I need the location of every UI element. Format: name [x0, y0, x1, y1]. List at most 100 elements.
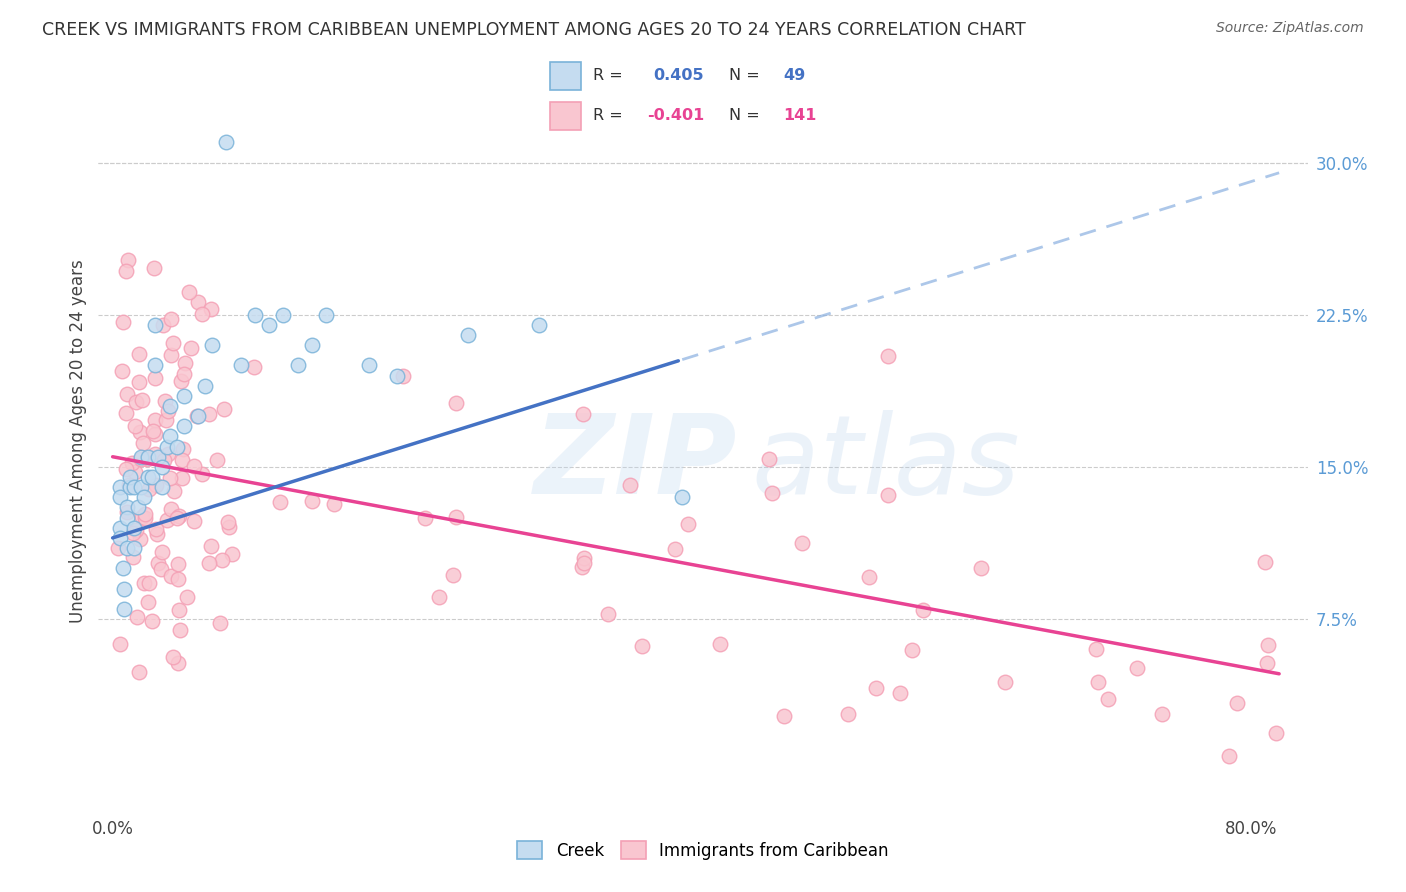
Point: [177, 285, 200, 300]
Point: [107, 541, 129, 555]
Point: [124, 465, 146, 479]
Point: [111, 314, 134, 328]
Point: [132, 436, 155, 450]
Point: [301, 494, 323, 508]
Point: [877, 488, 900, 502]
Point: [166, 510, 188, 524]
Point: [143, 318, 166, 332]
Point: [157, 447, 180, 461]
Point: [172, 442, 194, 456]
Point: [166, 440, 188, 454]
Point: [108, 480, 131, 494]
Point: [218, 520, 240, 534]
Point: [205, 453, 228, 467]
Point: [1257, 638, 1279, 652]
Point: [1152, 706, 1174, 721]
Point: [190, 307, 212, 321]
Point: [183, 458, 205, 473]
Point: [141, 614, 163, 628]
Point: [183, 514, 205, 528]
Point: [131, 510, 153, 524]
Point: [173, 419, 195, 434]
Point: [167, 557, 190, 571]
Text: N =: N =: [728, 68, 759, 83]
Point: [441, 567, 464, 582]
Point: [170, 452, 193, 467]
Point: [1265, 726, 1288, 740]
Point: [142, 424, 165, 438]
Point: [129, 532, 152, 546]
Point: [167, 572, 190, 586]
Point: [153, 394, 176, 409]
Point: [108, 637, 131, 651]
Point: [138, 482, 160, 496]
Point: [122, 526, 145, 541]
Point: [143, 261, 166, 276]
Point: [115, 264, 138, 278]
Point: [152, 318, 174, 332]
Point: [1126, 661, 1149, 675]
Point: [143, 359, 166, 373]
Point: [118, 470, 141, 484]
Point: [108, 531, 131, 545]
Point: [889, 686, 911, 700]
Point: [631, 640, 654, 654]
Point: [173, 367, 195, 381]
Point: [191, 467, 214, 481]
Point: [1087, 675, 1109, 690]
Point: [180, 341, 202, 355]
Point: [243, 360, 266, 375]
Text: N =: N =: [728, 108, 759, 123]
Point: [124, 523, 146, 537]
Point: [1084, 642, 1107, 657]
Point: [446, 396, 468, 410]
Point: [427, 590, 450, 604]
Point: [122, 480, 145, 494]
Point: [187, 409, 209, 424]
Point: [413, 510, 436, 524]
Point: [128, 665, 150, 679]
Point: [315, 308, 337, 322]
Point: [156, 404, 179, 418]
Point: [114, 462, 136, 476]
Point: [176, 590, 198, 604]
Point: [273, 308, 295, 322]
Point: [529, 318, 551, 332]
Point: [115, 500, 138, 515]
Point: [118, 480, 141, 494]
Point: [108, 521, 131, 535]
Text: CREEK VS IMMIGRANTS FROM CARIBBEAN UNEMPLOYMENT AMONG AGES 20 TO 24 YEARS CORREL: CREEK VS IMMIGRANTS FROM CARIBBEAN UNEMP…: [42, 21, 1026, 38]
Point: [214, 402, 236, 417]
Point: [167, 602, 190, 616]
Point: [200, 539, 222, 553]
Point: [115, 505, 138, 519]
Text: 0.405: 0.405: [654, 68, 704, 83]
Point: [900, 643, 922, 657]
Point: [145, 522, 167, 536]
Point: [122, 521, 145, 535]
Point: [994, 674, 1017, 689]
Point: [150, 545, 173, 559]
Point: [150, 562, 173, 576]
Point: [155, 413, 177, 427]
Point: [112, 582, 135, 596]
Point: [141, 470, 163, 484]
Point: [131, 392, 153, 407]
Point: [619, 478, 641, 492]
Point: [132, 491, 155, 505]
Text: R =: R =: [593, 108, 623, 123]
Point: [128, 347, 150, 361]
Text: ZIP: ZIP: [534, 410, 737, 517]
Point: [115, 510, 138, 524]
Point: [391, 368, 413, 383]
Point: [153, 453, 176, 467]
Point: [1218, 748, 1240, 763]
Point: [761, 486, 783, 500]
Point: [145, 527, 167, 541]
Point: [129, 452, 152, 467]
Point: [790, 535, 813, 549]
Point: [160, 348, 183, 362]
Point: [572, 407, 595, 421]
Point: [574, 551, 596, 566]
Point: [134, 510, 156, 524]
